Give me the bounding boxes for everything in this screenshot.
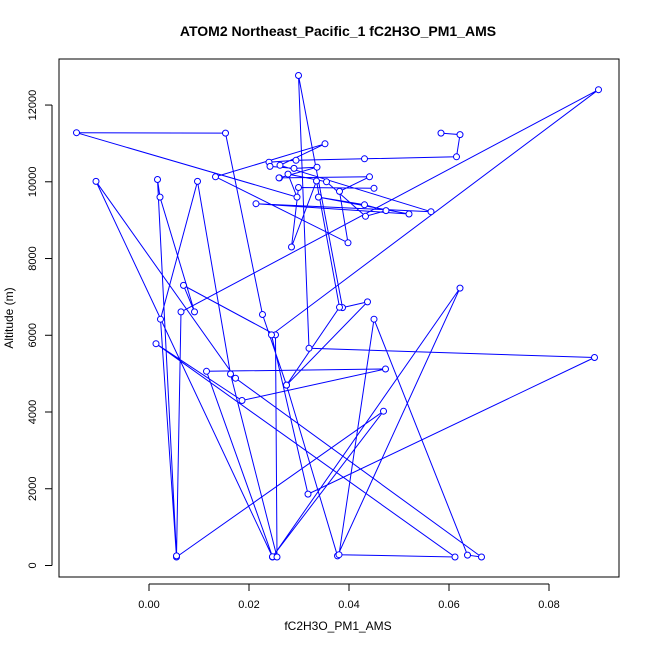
y-axis-label: Altitude (m) (2, 287, 16, 348)
data-point (382, 207, 390, 215)
data-point (154, 176, 161, 183)
data-point (366, 173, 373, 181)
data-point (288, 243, 295, 251)
data-point (315, 193, 322, 201)
data-point (227, 370, 234, 378)
data-point (295, 72, 302, 79)
data-point (437, 129, 445, 137)
x-tick-label: 0.02 (238, 599, 259, 611)
data-point (177, 308, 185, 316)
x-axis-label: fC2H3O_PM1_AMS (284, 619, 391, 633)
chart-title: ATOM2 Northeast_Pacific_1 fC2H3O_PM1_AMS (180, 23, 496, 39)
points-layer (73, 72, 602, 561)
data-point (313, 163, 321, 171)
data-point (456, 284, 464, 292)
data-point (284, 170, 292, 178)
y-tick-label: 6000 (27, 323, 39, 347)
data-point (405, 210, 413, 218)
data-point (212, 173, 219, 181)
data-point (275, 174, 283, 182)
data-point (191, 308, 198, 316)
data-point (295, 184, 302, 191)
data-point (252, 200, 260, 208)
data-point (456, 131, 464, 139)
data-point (222, 129, 229, 137)
data-point (323, 178, 330, 186)
data-point (370, 315, 378, 323)
data-point (321, 140, 329, 148)
data-point (290, 164, 298, 172)
data-point (283, 381, 290, 389)
data-point (364, 298, 371, 306)
data-point (591, 354, 598, 361)
data-point (203, 367, 210, 375)
data-point (595, 86, 602, 94)
x-tick-label: 0.06 (438, 599, 459, 611)
data-point (313, 177, 320, 185)
data-point (361, 155, 368, 163)
data-point (156, 193, 164, 201)
data-point (238, 397, 246, 404)
x-tick-label: 0.08 (538, 599, 559, 611)
x-tick-label: 0.04 (338, 599, 359, 611)
y-tick-label: 2000 (27, 477, 39, 501)
data-point (336, 303, 343, 311)
data-point (276, 161, 284, 169)
data-point (268, 331, 275, 339)
data-point (293, 193, 301, 201)
data-point (173, 552, 180, 560)
data-point (478, 553, 485, 561)
data-point (152, 340, 160, 348)
data-point (73, 129, 80, 137)
data-point (453, 153, 460, 161)
data-point (273, 553, 281, 561)
series-layer (76, 75, 599, 558)
data-point (304, 490, 312, 498)
y-tick-label: 4000 (27, 400, 39, 424)
data-point (464, 551, 471, 559)
data-point (427, 208, 435, 216)
data-point (451, 553, 459, 561)
data-point (157, 315, 164, 323)
data-point (382, 365, 389, 373)
data-point (259, 311, 266, 318)
data-point (194, 177, 201, 185)
data-point (266, 162, 274, 170)
data-point (362, 212, 369, 220)
data-point (344, 239, 352, 247)
x-tick-label: 0.00 (138, 599, 159, 611)
y-tick-label: 10000 (27, 166, 39, 197)
data-point (370, 184, 378, 192)
plot-frame (58, 58, 620, 578)
y-axis: 0 2000 4000 6000 8000 10000 12000 (27, 90, 53, 569)
y-tick-label: 0 (27, 562, 39, 568)
series-line (76, 75, 599, 558)
data-point (361, 201, 368, 209)
data-point (305, 344, 313, 352)
x-axis: 0.00 0.02 0.04 0.06 0.08 (138, 583, 560, 611)
data-point (92, 177, 100, 185)
data-point (180, 281, 187, 289)
data-point (232, 374, 239, 382)
data-point (336, 187, 343, 195)
data-point (335, 551, 343, 559)
y-tick-label: 12000 (27, 90, 39, 121)
data-point (380, 407, 387, 415)
data-point (292, 156, 300, 164)
y-tick-label: 8000 (27, 246, 39, 270)
